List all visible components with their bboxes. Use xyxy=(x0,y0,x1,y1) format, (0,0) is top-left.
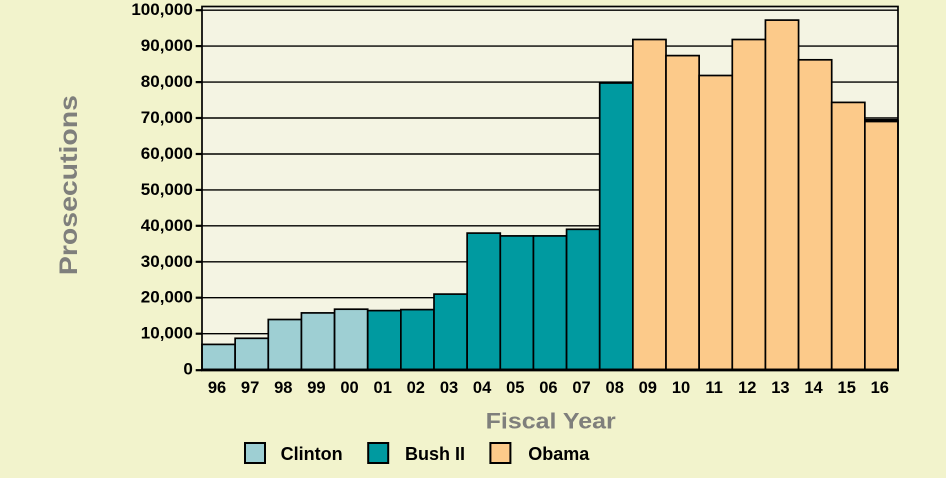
svg-text:16: 16 xyxy=(871,379,889,397)
svg-text:60,000: 60,000 xyxy=(141,144,193,163)
svg-text:80,000: 80,000 xyxy=(141,72,193,91)
svg-text:0: 0 xyxy=(183,360,192,379)
svg-text:Bush II: Bush II xyxy=(405,444,465,464)
svg-text:09: 09 xyxy=(639,379,657,397)
svg-text:14: 14 xyxy=(804,379,823,397)
svg-text:04: 04 xyxy=(473,379,492,397)
svg-text:99: 99 xyxy=(307,379,325,397)
svg-text:Obama: Obama xyxy=(528,444,590,464)
svg-text:Clinton: Clinton xyxy=(281,444,343,464)
svg-text:30,000: 30,000 xyxy=(141,252,193,271)
svg-text:00: 00 xyxy=(340,379,358,397)
svg-text:40,000: 40,000 xyxy=(141,216,193,235)
svg-text:02: 02 xyxy=(407,379,425,397)
svg-text:08: 08 xyxy=(606,379,624,397)
svg-text:20,000: 20,000 xyxy=(141,288,193,307)
svg-text:100,000: 100,000 xyxy=(131,0,192,19)
svg-text:96: 96 xyxy=(208,379,226,397)
svg-text:12: 12 xyxy=(738,379,756,397)
svg-text:11: 11 xyxy=(705,379,722,397)
svg-text:50,000: 50,000 xyxy=(141,180,193,199)
svg-text:97: 97 xyxy=(241,379,259,397)
svg-text:03: 03 xyxy=(440,379,458,397)
svg-text:70,000: 70,000 xyxy=(141,108,193,127)
svg-text:13: 13 xyxy=(771,379,789,397)
svg-text:90,000: 90,000 xyxy=(141,36,193,55)
svg-text:10,000: 10,000 xyxy=(141,324,193,343)
svg-text:07: 07 xyxy=(572,379,590,397)
svg-text:01: 01 xyxy=(374,379,392,397)
svg-text:05: 05 xyxy=(506,379,524,397)
svg-text:15: 15 xyxy=(838,379,856,397)
svg-text:Prosecutions: Prosecutions xyxy=(55,95,83,275)
svg-text:06: 06 xyxy=(539,379,557,397)
svg-text:98: 98 xyxy=(274,379,292,397)
svg-text:10: 10 xyxy=(672,379,690,397)
svg-text:Fiscal Year: Fiscal Year xyxy=(486,409,616,434)
